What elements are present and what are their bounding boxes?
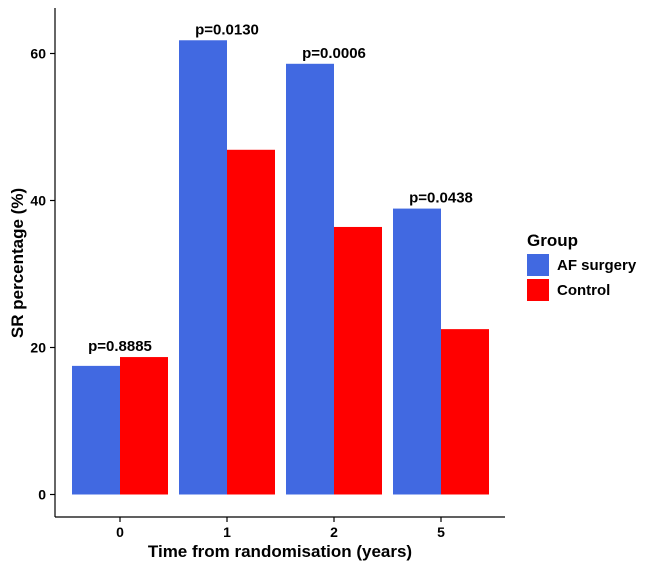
y-tick-label: 60 [30, 46, 46, 62]
y-tick-label: 40 [30, 193, 46, 209]
x-axis-title: Time from randomisation (years) [148, 542, 412, 561]
annotations-layer: p=0.8885 p=0.0130 p=0.0006 p=0.0438 [88, 21, 473, 355]
bars-layer [72, 40, 489, 495]
x-tick-label: 2 [330, 524, 338, 540]
x-tick-label: 5 [437, 524, 445, 540]
p-value-label-2: p=0.0006 [302, 45, 366, 62]
bar-control-5 [441, 329, 489, 495]
bar-af-surgery-5 [393, 208, 441, 495]
bar-af-surgery-1 [179, 40, 227, 495]
p-value-label-1: p=0.0130 [195, 21, 259, 38]
bar-af-surgery-0 [72, 365, 120, 495]
bar-af-surgery-2 [286, 63, 334, 495]
legend-swatch-af-surgery [527, 254, 549, 276]
x-tick-label: 1 [223, 524, 231, 540]
legend-label-control: Control [557, 282, 610, 299]
y-tick-label: 0 [38, 487, 46, 503]
x-ticks: 0 1 2 5 [116, 517, 445, 540]
y-ticks: 0 20 40 60 [30, 46, 55, 503]
legend-swatch-control [527, 279, 549, 301]
y-axis-title: SR percentage (%) [8, 188, 27, 338]
p-value-label-5: p=0.0438 [409, 190, 473, 207]
legend-label-af-surgery: AF surgery [557, 257, 637, 274]
legend: Group AF surgery Control [527, 231, 637, 301]
bar-control-0 [120, 357, 168, 495]
x-tick-label: 0 [116, 524, 124, 540]
bar-control-1 [227, 149, 275, 495]
legend-title: Group [527, 231, 578, 250]
p-value-label-0: p=0.8885 [88, 338, 152, 355]
y-tick-label: 20 [30, 340, 46, 356]
bar-control-2 [334, 226, 382, 495]
